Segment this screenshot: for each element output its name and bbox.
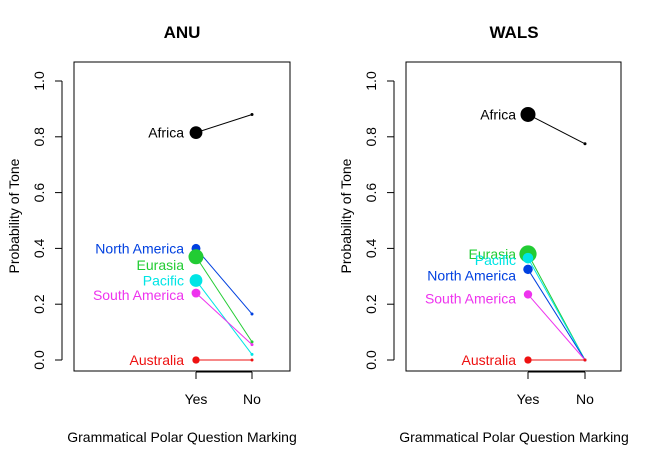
data-point-yes bbox=[189, 126, 203, 140]
y-tick-label: 0.0 bbox=[363, 350, 379, 370]
data-point-no bbox=[250, 312, 254, 316]
data-point-yes bbox=[523, 264, 533, 275]
series-label: Africa bbox=[148, 125, 184, 141]
y-tick-label: 0.2 bbox=[31, 294, 47, 314]
x-axis-label: Grammatical Polar Question Marking bbox=[399, 429, 629, 445]
data-point-yes bbox=[520, 106, 536, 122]
data-point-yes bbox=[523, 290, 533, 299]
series-label: Australia bbox=[130, 352, 185, 368]
y-axis-label: Probability of Tone bbox=[6, 158, 22, 273]
series-line bbox=[527, 257, 586, 361]
x-tick-label: No bbox=[243, 391, 261, 407]
y-tick-label: 0.2 bbox=[363, 294, 379, 314]
y-tick-label: 0.8 bbox=[31, 127, 47, 147]
data-point-yes bbox=[522, 252, 534, 264]
y-tick-label: 1.0 bbox=[363, 71, 379, 91]
panel-wals: WALS 0.0 0.2 0.4 0.6 0.8 1.0 Probability of Ton… bbox=[338, 23, 629, 445]
data-point-no bbox=[250, 358, 254, 362]
y-tick-label: 0.6 bbox=[31, 183, 47, 203]
x-tick-label: No bbox=[576, 391, 594, 407]
y-axis-label: Probability of Tone bbox=[338, 158, 354, 273]
data-point-yes bbox=[189, 274, 203, 287]
series-line bbox=[195, 292, 253, 346]
series-line bbox=[195, 114, 253, 134]
x-tick-label: Yes bbox=[185, 391, 208, 407]
x-tick-label: Yes bbox=[517, 391, 540, 407]
series-label: North America bbox=[427, 267, 516, 283]
x-axis-label: Grammatical Polar Question Marking bbox=[67, 429, 297, 445]
plot-frame bbox=[405, 61, 622, 372]
data-point-no bbox=[250, 112, 254, 116]
data-point-no bbox=[583, 358, 587, 362]
y-tick-label: 0.8 bbox=[363, 127, 379, 147]
series-label: Eurasia bbox=[137, 257, 185, 273]
series-label: Australia bbox=[462, 352, 517, 368]
data-point-no bbox=[250, 340, 254, 344]
series-label: North America bbox=[95, 240, 184, 256]
series-label: Africa bbox=[480, 106, 516, 122]
series-label: South America bbox=[425, 290, 516, 306]
chart-title: WALS bbox=[489, 23, 538, 42]
panel-anu: ANU 0.0 0.2 0.4 0.6 0.8 1.0 Probability of Tone… bbox=[6, 23, 297, 445]
data-point-yes bbox=[191, 288, 201, 298]
y-tick-label: 0.4 bbox=[363, 238, 379, 258]
data-point-yes bbox=[192, 356, 200, 364]
plot-frame bbox=[73, 61, 291, 372]
series-label: Pacific bbox=[143, 272, 184, 288]
data-point-no bbox=[250, 352, 254, 356]
series-line bbox=[527, 114, 586, 145]
series-label: Pacific bbox=[475, 252, 516, 268]
series-line bbox=[195, 248, 253, 315]
y-tick-label: 1.0 bbox=[31, 71, 47, 91]
series-line bbox=[527, 269, 586, 361]
y-tick-label: 0.6 bbox=[363, 183, 379, 203]
series-line bbox=[195, 256, 253, 343]
series-line bbox=[527, 294, 586, 361]
series-label: South America bbox=[93, 287, 184, 303]
series-line bbox=[195, 280, 253, 355]
data-point-yes bbox=[188, 249, 204, 265]
data-point-no bbox=[583, 142, 587, 146]
data-point-no bbox=[250, 343, 254, 347]
y-tick-label: 0.4 bbox=[31, 238, 47, 258]
data-point-yes bbox=[524, 356, 532, 364]
y-tick-label: 0.0 bbox=[31, 350, 47, 370]
series-label: Eurasia bbox=[469, 246, 517, 262]
chart-title: ANU bbox=[164, 23, 201, 42]
